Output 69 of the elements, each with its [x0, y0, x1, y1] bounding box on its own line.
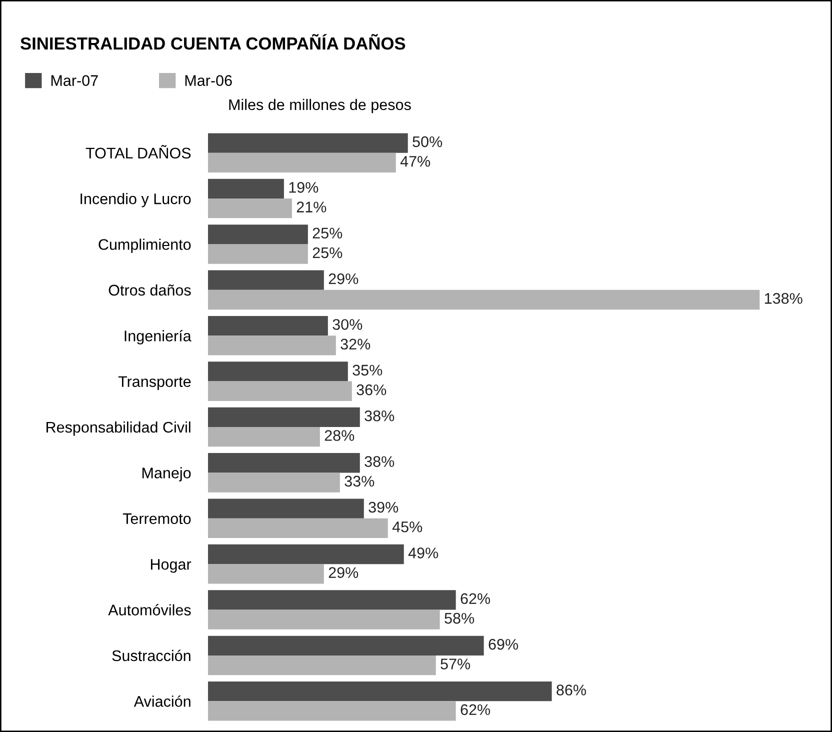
- bar: [208, 244, 308, 264]
- legend-label: Mar-07: [51, 75, 98, 86]
- bar: [208, 498, 364, 518]
- data-label: 49%: [408, 548, 438, 558]
- bar: [208, 133, 408, 153]
- bar: [208, 362, 348, 382]
- data-label: 29%: [328, 567, 358, 578]
- y-tick-label: Manejo: [142, 467, 191, 482]
- data-label: 50%: [412, 136, 442, 148]
- data-label: 138%: [764, 293, 802, 304]
- legend-label: Mar-06: [185, 75, 232, 86]
- y-tick-label: Sustracción: [112, 650, 190, 662]
- data-label: 19%: [289, 182, 318, 193]
- bar: [208, 472, 340, 492]
- data-label: 62%: [460, 704, 490, 716]
- data-label: 35%: [352, 364, 382, 376]
- y-tick-label: Ingeniería: [124, 330, 192, 344]
- chart-subtitle: Miles de millones de pesos: [229, 98, 411, 114]
- data-label: 33%: [344, 476, 374, 487]
- bar: [208, 224, 308, 244]
- bar: [208, 636, 484, 656]
- bar: [208, 701, 456, 721]
- y-tick-label: Terremoto: [122, 513, 191, 524]
- bar: [208, 381, 352, 401]
- y-tick-label: Hogar: [150, 559, 192, 573]
- bar: [208, 270, 324, 290]
- data-label: 32%: [340, 338, 370, 350]
- bar: [208, 198, 292, 218]
- bar: [208, 518, 388, 538]
- data-label: 38%: [364, 456, 394, 467]
- data-label: 21%: [296, 202, 326, 212]
- data-label: 38%: [364, 410, 394, 422]
- data-label: 29%: [328, 273, 358, 284]
- bar: [208, 682, 552, 702]
- bar: [208, 427, 320, 447]
- data-label: 45%: [392, 522, 422, 532]
- data-label: 25%: [312, 247, 342, 258]
- data-label: 62%: [460, 593, 490, 604]
- bar: [208, 564, 324, 584]
- data-label: 30%: [332, 319, 362, 330]
- y-tick-label: Automóviles: [108, 604, 191, 616]
- data-label: 47%: [400, 156, 430, 167]
- bar: [208, 178, 284, 199]
- bar: [208, 544, 404, 564]
- chart-title: SINIESTRALIDAD CUENTA COMPAÑÍA DAÑOS: [20, 34, 406, 50]
- data-label: 86%: [556, 684, 586, 696]
- y-tick-label: Responsabilidad Civil: [46, 421, 190, 436]
- y-tick-label: TOTAL DAÑOS: [86, 144, 191, 159]
- data-label: 28%: [324, 430, 354, 441]
- y-tick-label: Incendio y Lucro: [80, 193, 191, 208]
- bar: [208, 655, 436, 676]
- bar: [208, 610, 440, 630]
- data-label: 58%: [444, 612, 474, 624]
- y-tick-label: Transporte: [118, 376, 191, 390]
- y-tick-label: Aviación: [134, 695, 190, 707]
- bar: [208, 316, 328, 336]
- data-label: 69%: [488, 638, 518, 650]
- data-label: 57%: [440, 658, 470, 670]
- bar: [208, 407, 360, 427]
- bar: [208, 336, 336, 356]
- data-label: 25%: [312, 228, 342, 239]
- bar: [208, 590, 456, 610]
- bar: [208, 290, 760, 310]
- y-tick-label: Cumplimiento: [98, 238, 191, 253]
- bar: [208, 453, 360, 473]
- y-tick-label: Otros daños: [108, 284, 191, 296]
- data-label: 39%: [368, 502, 398, 513]
- data-label: 36%: [356, 384, 386, 396]
- bar: [208, 152, 396, 172]
